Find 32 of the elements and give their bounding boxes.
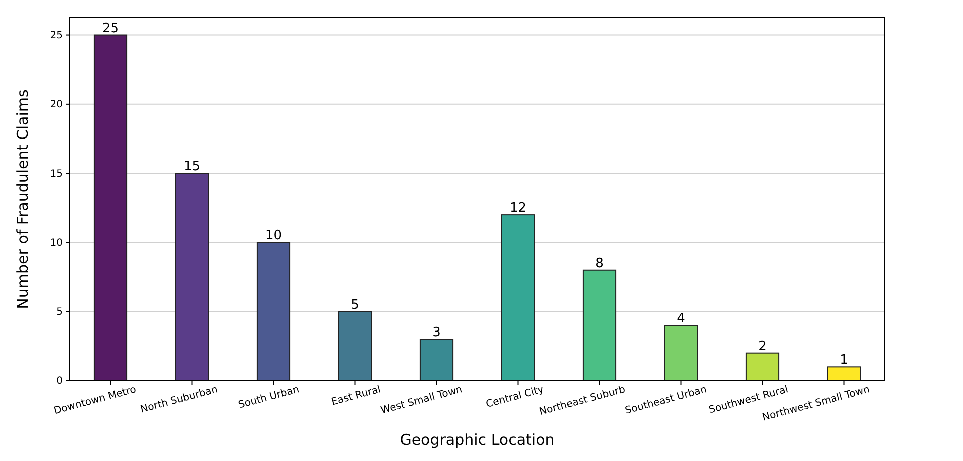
bar (420, 339, 454, 382)
bar (582, 270, 617, 382)
bar (338, 311, 372, 382)
y-tick-label: 25 (50, 30, 63, 42)
data-label: 12 (510, 201, 527, 216)
data-label: 10 (265, 228, 282, 244)
y-tick-label: 10 (50, 238, 63, 249)
bar (827, 366, 862, 382)
y-tick-label: 15 (50, 168, 63, 180)
x-tick-label: West Small Town (380, 384, 464, 417)
bar (94, 34, 128, 382)
data-label: 15 (184, 160, 201, 175)
x-tick-label: South Urban (238, 384, 301, 412)
data-label: 4 (677, 312, 686, 327)
x-axis-title: Geographic Location (400, 431, 555, 449)
y-axis-title: Number of Fraudulent Claims (14, 89, 32, 310)
data-label: 1 (840, 353, 848, 368)
bar (256, 242, 291, 382)
y-tick-label: 20 (50, 100, 63, 111)
data-label: 8 (596, 256, 604, 272)
x-tick-label: East Rural (330, 384, 382, 408)
y-tick-label: 0 (56, 376, 63, 388)
bar (746, 352, 780, 382)
data-label: 25 (102, 21, 120, 36)
bar (175, 173, 210, 382)
bar (501, 214, 536, 382)
x-tick-label: North Suburban (140, 384, 220, 416)
data-label: 3 (432, 326, 441, 341)
y-tick-label: 5 (56, 307, 63, 318)
data-label: 5 (351, 298, 360, 313)
data-label: 2 (758, 339, 767, 354)
bar (664, 325, 698, 382)
